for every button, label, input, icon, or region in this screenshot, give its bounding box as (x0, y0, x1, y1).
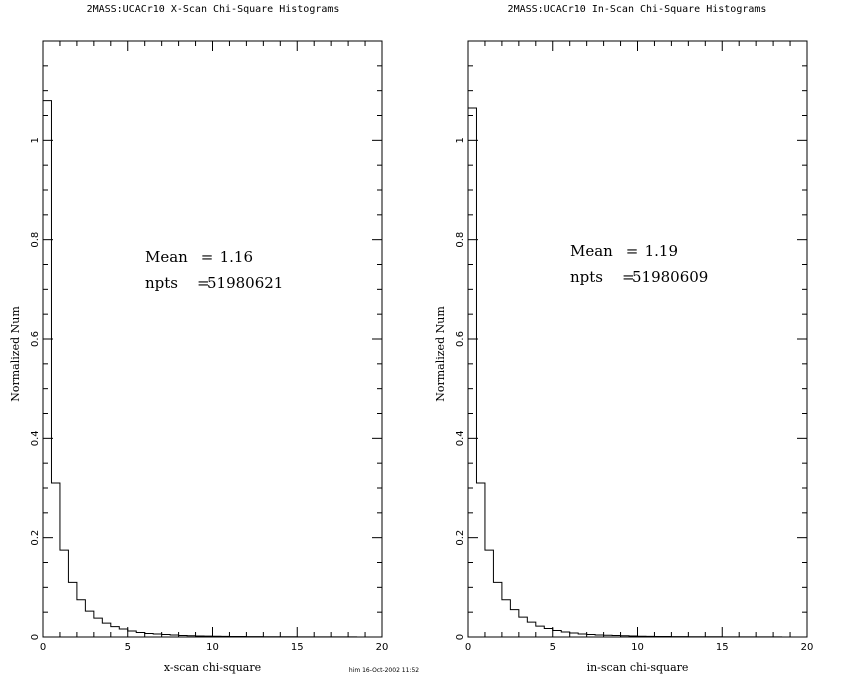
y-tick-label: 0.6 (455, 331, 466, 347)
plot-frame (467, 40, 808, 638)
stat-label: Mean (570, 242, 613, 260)
histogram-bar (60, 550, 68, 637)
histogram-bar (136, 633, 144, 637)
stat-annotation-npts: npts =51980609 (570, 268, 708, 286)
x-tick-label: 15 (291, 642, 304, 653)
chart-title: 2MASS:UCACr10 X-Scan Chi-Square Histogra… (87, 4, 340, 15)
stat-label: Mean (145, 248, 188, 266)
histogram-bar (51, 483, 59, 637)
histogram-bar (68, 582, 76, 637)
footer-timestamp: him 16-Oct-2002 11:52 (349, 667, 419, 674)
stat-label: npts (570, 268, 603, 286)
y-tick-label: 1 (455, 137, 466, 143)
x-tick-label: 15 (716, 642, 729, 653)
y-tick-label: 0.6 (30, 331, 41, 347)
y-tick-label: 0 (455, 634, 466, 640)
histogram-bar (43, 101, 51, 637)
y-tick-label: 0.8 (30, 232, 41, 248)
stat-value: 51980621 (207, 274, 283, 292)
x-axis-label: x-scan chi-square (164, 661, 261, 674)
y-tick-label: 0.4 (30, 430, 41, 446)
chart-title: 2MASS:UCACr10 In-Scan Chi-Square Histogr… (508, 4, 767, 15)
histogram-bar (553, 631, 561, 637)
histogram-bar (485, 550, 493, 637)
histogram-bar (476, 483, 484, 637)
y-axis-label: Normalized Num (434, 306, 447, 402)
y-tick-label: 0.8 (455, 232, 466, 248)
stat-value: 1.16 (220, 248, 253, 266)
histogram-step-line (42, 100, 383, 638)
histogram-bar (519, 617, 527, 637)
histogram-bar (570, 633, 578, 637)
histogram-bar (119, 629, 127, 637)
stat-equals: = (622, 268, 635, 286)
histogram-bar (536, 626, 544, 637)
x-tick-label: 0 (40, 642, 46, 653)
histogram-bar (94, 618, 102, 637)
x-tick-label: 5 (125, 642, 131, 653)
chart-panel-2: 2MASS:UCACr10 In-Scan Chi-Square Histogr… (434, 4, 813, 674)
y-axis-label: Normalized Num (9, 306, 22, 402)
histogram-bar (561, 632, 569, 637)
x-axis-label: in-scan chi-square (587, 661, 689, 674)
histogram-bar (128, 631, 136, 637)
y-tick-label: 0.2 (455, 530, 466, 546)
histogram-bar (111, 627, 119, 637)
histogram-step-line (467, 107, 808, 638)
x-tick-label: 20 (801, 642, 814, 653)
stat-equals: = (626, 242, 639, 260)
y-tick-label: 1 (30, 137, 41, 143)
y-tick-label: 0.2 (30, 530, 41, 546)
x-tick-label: 10 (206, 642, 219, 653)
histogram-bar (544, 629, 552, 637)
x-tick-label: 0 (465, 642, 471, 653)
plot-frame (42, 40, 383, 638)
histogram-bar (502, 600, 510, 637)
stat-label: npts (145, 274, 178, 292)
y-tick-label: 0.4 (455, 430, 466, 446)
x-tick-label: 5 (550, 642, 556, 653)
stat-equals: = (201, 248, 214, 266)
chart-panel-1: 2MASS:UCACr10 X-Scan Chi-Square Histogra… (9, 4, 388, 674)
histogram-bar (493, 582, 501, 637)
histogram-bar (102, 623, 110, 637)
histogram-bar (77, 600, 85, 637)
stat-equals: = (197, 274, 210, 292)
stat-value: 1.19 (645, 242, 678, 260)
stat-annotation-mean: Mean = 1.19 (570, 242, 678, 260)
stat-annotation-npts: npts =51980621 (145, 274, 283, 292)
stat-value: 51980609 (632, 268, 708, 286)
histogram-bar (510, 610, 518, 637)
x-tick-label: 10 (631, 642, 644, 653)
y-tick-label: 0 (30, 634, 41, 640)
x-tick-label: 20 (376, 642, 389, 653)
histogram-bar (145, 634, 153, 637)
histogram-bar (85, 611, 93, 637)
histogram-bar (468, 108, 476, 637)
histogram-bar (527, 622, 535, 637)
stat-annotation-mean: Mean = 1.16 (145, 248, 253, 266)
